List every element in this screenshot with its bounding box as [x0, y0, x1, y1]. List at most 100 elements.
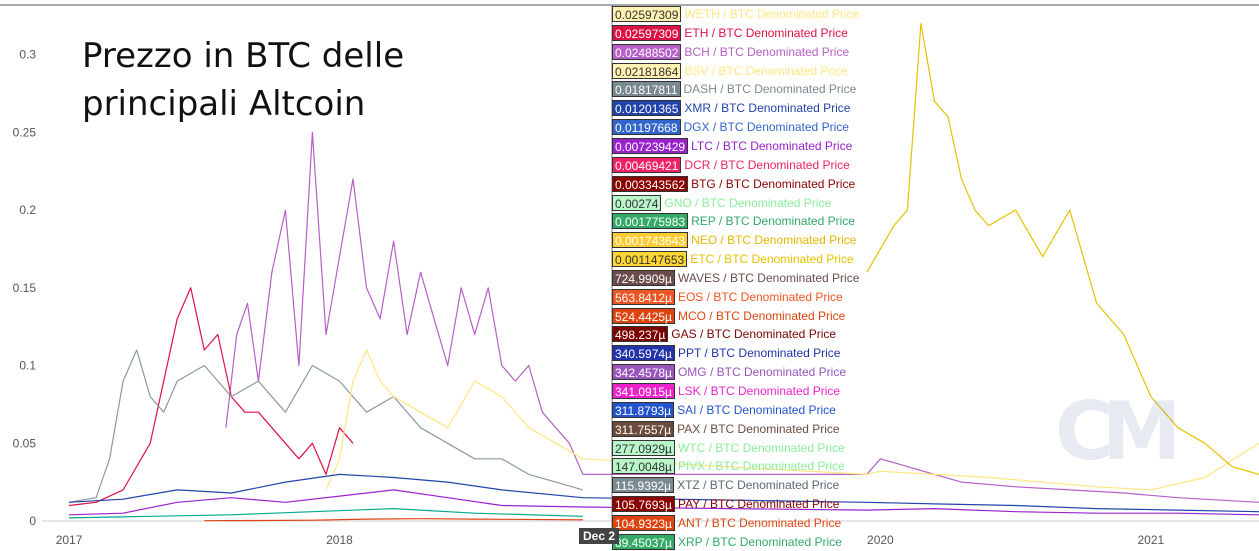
- series-line: [225, 131, 1259, 503]
- tooltip-series-label: DCR / BTC Denominated Price: [684, 157, 850, 172]
- tooltip-series-label: SAI / BTC Denominated Price: [677, 402, 836, 417]
- tooltip-value: 0.01197668: [612, 119, 681, 136]
- tooltip-series-label: WAVES / BTC Denominated Price: [677, 270, 860, 285]
- tooltip-series-label: BCH / BTC Denominated Price: [684, 44, 850, 59]
- tooltip-series-label: GAS / BTC Denominated Price: [671, 327, 837, 342]
- tooltip-series-label: PPT / BTC Denominated Price: [677, 346, 841, 361]
- tooltip-value: 0.01817811: [612, 81, 681, 98]
- tooltip-row: 524.4425µ MCO / BTC Denominated Price: [612, 307, 845, 325]
- series-line: [68, 349, 584, 503]
- tooltip-series-label: ETC / BTC Denominated Price: [690, 252, 854, 267]
- tooltip-series-label: XTZ / BTC Denominated Price: [677, 478, 840, 493]
- tooltip-row: 724.9909µ WAVES / BTC Denominated Price: [612, 269, 859, 287]
- tooltip-series-label: LSK / BTC Denominated Price: [677, 384, 841, 398]
- tooltip-row: 0.01201365 XMR / BTC Denominated Price: [612, 99, 850, 117]
- x-tick-label: 2020: [867, 533, 894, 547]
- tooltip-series-label: DGX / BTC Denominated Price: [683, 120, 849, 135]
- tooltip-value: 0.007239429: [612, 137, 689, 154]
- tooltip-series-label: XMR / BTC Denominated Price: [684, 101, 851, 116]
- series-line: [68, 287, 354, 507]
- tooltip-row: 0.01817811 DASH / BTC Denominated Price: [612, 80, 856, 98]
- tooltip-row: 0.001775983 REP / BTC Denominated Price: [612, 212, 855, 230]
- tooltip-series-label: ANT / BTC Denominated Price: [677, 515, 842, 530]
- tooltip-value: 0.02597309: [612, 24, 682, 41]
- tooltip-row: 147.0048µ PIVX / BTC Denominated Price: [612, 457, 845, 475]
- tooltip-series-label: DASH / BTC Denominated Price: [683, 82, 857, 97]
- series-line: [325, 349, 1259, 491]
- tooltip-value: 0.01201365: [612, 100, 682, 117]
- tooltip-row: 277.0929µ WTC / BTC Denominated Price: [612, 439, 845, 457]
- tooltip-row: 0.02597309 ETH / BTC Denominated Price: [612, 24, 848, 42]
- tooltip-series-label: NEO / BTC Denominated Price: [691, 233, 857, 248]
- tooltip-value: 0.02181864: [612, 62, 682, 79]
- tooltip-value: 89.45037µ: [612, 533, 675, 550]
- tooltip-value: 105.7693µ: [612, 496, 675, 513]
- tooltip-value: 277.0929µ: [612, 439, 675, 456]
- series-line: [204, 518, 583, 522]
- tooltip-row: 0.00274 GNO / BTC Denominated Price: [612, 194, 831, 212]
- tooltip-value: 0.00469421: [612, 156, 682, 173]
- x-tick-label: 2017: [56, 533, 83, 547]
- tooltip-row: 0.02181864 BSV / BTC Denominated Price: [612, 62, 848, 80]
- tooltip-series-label: EOS / BTC Denominated Price: [677, 289, 843, 304]
- tooltip-series-label: WTC / BTC Denominated Price: [677, 440, 845, 455]
- tooltip-series-label: MCO / BTC Denominated Price: [677, 308, 846, 323]
- y-tick-label: 0.25: [13, 125, 37, 139]
- tooltip-value: 115.9392µ: [612, 477, 675, 494]
- chart-title-line-2: principali Altcoin: [82, 84, 366, 124]
- tooltip-row: 311.8793µ SAI / BTC Denominated Price: [612, 401, 836, 419]
- tooltip-row: 340.5974µ PPT / BTC Denominated Price: [612, 344, 840, 362]
- x-tick-label: 2018: [326, 533, 353, 547]
- series-line: [68, 489, 1259, 516]
- tooltip-row: 0.007239429 LTC / BTC Denominated Price: [612, 137, 852, 155]
- tooltip-value: 311.8793µ: [612, 401, 675, 418]
- tooltip-series-label: GNO / BTC Denominated Price: [664, 195, 832, 210]
- tooltip-row: 311.7557µ PAX / BTC Denominated Price: [612, 420, 840, 438]
- tooltip-value: 0.02488502: [612, 43, 682, 60]
- series-line: [68, 473, 1259, 513]
- series-line: [866, 22, 1259, 475]
- x-tick-label: 2021: [1137, 533, 1164, 547]
- chart-title: Prezzo in BTC delle principali Altcoin: [82, 32, 404, 128]
- tooltip-value: 311.7557µ: [612, 420, 675, 437]
- tooltip-row: 0.003343562 BTG / BTC Denominated Price: [612, 175, 855, 193]
- tooltip-value: 340.5974µ: [612, 345, 675, 362]
- tooltip-value: 104.9323µ: [612, 514, 675, 531]
- tooltip-row: 115.9392µ XTZ / BTC Denominated Price: [612, 476, 839, 494]
- tooltip-value: 498.237µ: [612, 326, 669, 343]
- tooltip-value: 341.0915µ: [612, 383, 675, 399]
- y-tick-label: 0.3: [19, 48, 36, 62]
- tooltip-row: 498.237µ GAS / BTC Denominated Price: [612, 325, 836, 343]
- tooltip-row: 105.7693µ PAY / BTC Denominated Price: [612, 495, 839, 513]
- chart-title-line-1: Prezzo in BTC delle: [82, 36, 405, 76]
- tooltip-row: 89.45037µ XRP / BTC Denominated Price: [612, 533, 842, 551]
- tooltip-series-label: XRP / BTC Denominated Price: [677, 534, 842, 549]
- series-line: [68, 508, 583, 519]
- crosshair-date-label: Dec 2: [579, 528, 620, 544]
- tooltip-value: 0.00274: [612, 194, 662, 211]
- tooltip-series-label: WETH / BTC Denominated Price: [684, 7, 860, 21]
- tooltip-row: 0.001743643 NEO / BTC Denominated Price: [612, 231, 856, 249]
- tooltip-series-label: LTC / BTC Denominated Price: [691, 138, 853, 153]
- tooltip-series-label: OMG / BTC Denominated Price: [677, 365, 847, 380]
- tooltip-value: 342.4578µ: [612, 364, 675, 381]
- tooltip-row: 0.02488502 BCH / BTC Denominated Price: [612, 43, 849, 61]
- tooltip-series-label: BSV / BTC Denominated Price: [684, 63, 848, 78]
- y-tick-label: 0.2: [19, 203, 36, 217]
- tooltip-row: 0.001147653 ETC / BTC Denominated Price: [612, 250, 854, 268]
- tooltip-value: 563.8412µ: [612, 288, 675, 305]
- tooltip-value: 524.4425µ: [612, 307, 675, 324]
- tooltip-row: 342.4578µ OMG / BTC Denominated Price: [612, 363, 846, 381]
- y-tick-label: 0.05: [13, 436, 37, 450]
- y-tick-label: 0: [29, 514, 36, 528]
- tooltip-row: 0.00469421 DCR / BTC Denominated Price: [612, 156, 850, 174]
- tooltip-series-label: PIVX / BTC Denominated Price: [677, 459, 845, 474]
- tooltip-value: 724.9909µ: [612, 269, 675, 286]
- tooltip-row: 341.0915µ LSK / BTC Denominated Price: [612, 382, 840, 400]
- tooltip-value: 147.0048µ: [612, 458, 675, 475]
- tooltip-value: 0.001743643: [612, 232, 689, 249]
- tooltip-value: 0.003343562: [612, 175, 689, 192]
- tooltip-value: 0.001147653: [612, 251, 688, 268]
- tooltip-series-label: PAX / BTC Denominated Price: [677, 421, 840, 436]
